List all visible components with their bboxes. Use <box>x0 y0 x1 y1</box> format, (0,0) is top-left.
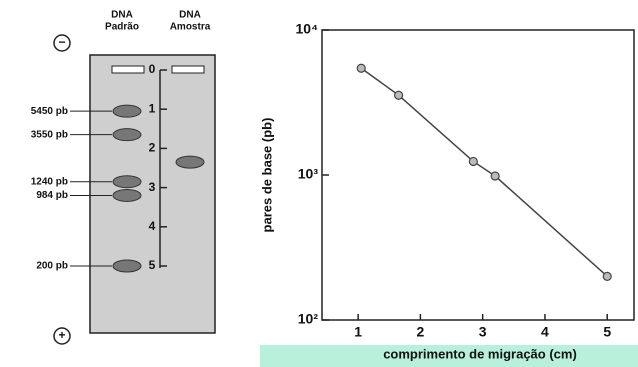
label-highlight <box>260 345 638 367</box>
lane-header: DNA <box>179 10 201 21</box>
band <box>112 259 142 273</box>
well <box>171 65 205 74</box>
ruler-label: 0 <box>149 62 156 76</box>
gel <box>89 54 216 334</box>
ruler-label: 1 <box>149 101 156 115</box>
x-tick-label: 1 <box>354 324 362 340</box>
band-label: 3550 pb <box>31 129 68 140</box>
band-label: 200 pb <box>36 261 68 272</box>
band <box>175 155 205 169</box>
lane-header: DNA <box>111 10 133 21</box>
y-tick-label: 10⁴ <box>296 21 319 37</box>
data-point <box>393 90 404 100</box>
anode <box>53 327 71 345</box>
ruler-label: 2 <box>149 141 156 155</box>
band <box>112 104 142 118</box>
data-point <box>602 271 612 281</box>
band-label: 984 pb <box>36 190 68 201</box>
band <box>112 188 142 202</box>
data-point <box>356 63 366 73</box>
ruler-label: 4 <box>149 219 156 233</box>
data-point <box>468 156 478 167</box>
x-tick-label: 2 <box>416 324 424 340</box>
ruler-label: 3 <box>149 180 156 194</box>
plus-sign: + <box>58 328 65 342</box>
lane-header: Amostra <box>170 22 211 33</box>
band <box>112 128 142 142</box>
y-tick-label: 10² <box>298 311 319 327</box>
band <box>112 175 142 189</box>
cathode <box>53 34 71 52</box>
y-tick-label: 10³ <box>298 166 319 182</box>
ruler-label: 5 <box>149 258 156 272</box>
x-tick-label: 5 <box>603 324 611 340</box>
band-label: 1240 pb <box>31 176 68 187</box>
band-label: 5450 pb <box>31 106 68 117</box>
y-axis-label: pares de base (pb) <box>259 118 274 233</box>
lane-header: Padrão <box>105 22 139 33</box>
well <box>111 65 145 74</box>
x-axis-label: comprimento de migração (cm) <box>383 346 577 361</box>
x-tick-label: 3 <box>479 324 487 340</box>
minus-sign: − <box>58 35 65 49</box>
x-tick-label: 4 <box>541 324 549 340</box>
data-point <box>490 171 500 181</box>
